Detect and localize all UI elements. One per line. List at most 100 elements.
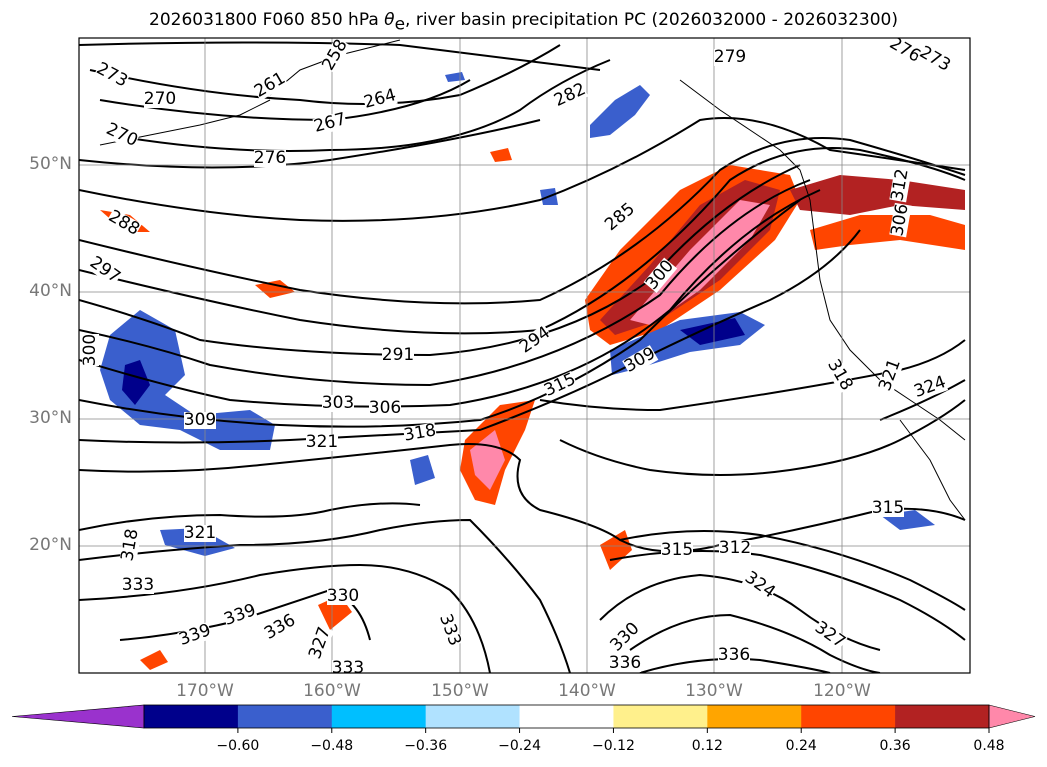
contour-label-bg xyxy=(889,202,912,238)
contour-label-bg xyxy=(886,38,923,66)
colorbar xyxy=(11,704,1036,733)
contour-label-bg xyxy=(824,357,855,394)
title-theta-sub: e xyxy=(394,14,406,35)
contour-label-bg xyxy=(93,60,130,91)
contour-label-bg xyxy=(184,525,216,542)
colorbar-segment xyxy=(707,705,802,728)
contour-label-bg xyxy=(609,655,641,672)
contour-label-bg xyxy=(306,434,338,451)
contour-label-bg xyxy=(332,660,364,673)
contour-label-bg xyxy=(622,345,659,376)
contour-label: 291 xyxy=(382,345,414,365)
map-frame xyxy=(78,37,971,674)
contour-label-bg xyxy=(552,80,589,110)
colorbar-tick-label: −0.12 xyxy=(591,738,635,754)
contour-label-bg xyxy=(402,422,438,445)
contour-label: 270 xyxy=(144,89,176,109)
map-background xyxy=(79,38,970,673)
contour-label-bg xyxy=(307,625,334,662)
colorbar-tick-label: 0.12 xyxy=(691,738,723,754)
title-theta: θ xyxy=(384,10,395,30)
lat-label-20n: 20°N xyxy=(29,535,72,555)
contour-label: 333 xyxy=(122,575,154,595)
colorbar-tick-label: −0.36 xyxy=(404,738,448,754)
precip-neg-north xyxy=(590,85,650,138)
precip-spot-6 xyxy=(140,650,168,670)
precip-neg-mid xyxy=(410,455,435,485)
contour-label-bg xyxy=(714,49,746,66)
contour-label: 336 xyxy=(718,645,750,665)
contour-label-bg xyxy=(222,602,259,629)
contour-label: 333 xyxy=(332,658,364,678)
contour-label-bg xyxy=(602,200,639,235)
precip-spot-1 xyxy=(255,280,295,298)
plot-title: 2026031800 F060 850 hPa θe, river basin … xyxy=(0,10,1047,34)
contour-label-bg xyxy=(718,647,750,664)
precip-neg-east-dark xyxy=(680,318,745,345)
contour-label-bg xyxy=(105,208,142,239)
colorbar-tick-label: 0.48 xyxy=(973,738,1005,754)
contour-label-bg xyxy=(382,347,414,364)
contour-label: 300 xyxy=(80,334,100,366)
colorbar-extend-high xyxy=(988,704,1036,729)
contour-label-bg xyxy=(889,167,912,203)
contour-label-bg xyxy=(252,70,289,101)
theta-e-contours xyxy=(79,41,966,673)
colorbar-segment xyxy=(331,705,427,728)
contour-label: 330 xyxy=(327,586,359,606)
colorbar-tick-label: −0.24 xyxy=(498,738,541,754)
colorbar-segment xyxy=(519,705,614,728)
contour-label-bg xyxy=(144,91,176,108)
lon-label-140w: 140°W xyxy=(558,681,616,701)
contour-label-bg xyxy=(327,588,359,605)
contour-label-bg xyxy=(811,619,848,652)
contour-label-bg xyxy=(82,334,99,366)
contour-label: 315 xyxy=(872,498,904,518)
contour-label-bg xyxy=(122,577,154,594)
colorbar-segment xyxy=(144,705,239,728)
title-suffix: , river basin precipitation PC (20260320… xyxy=(405,10,898,30)
colorbar-extend-low xyxy=(11,704,145,729)
contour-label: 321 xyxy=(184,523,216,543)
contour-label: 312 xyxy=(719,538,751,558)
lon-label-130w: 130°W xyxy=(685,681,743,701)
lon-label-150w: 150°W xyxy=(431,681,489,701)
contour-label: 276 xyxy=(254,148,286,168)
contour-label-bg xyxy=(119,527,142,563)
colorbar-frame xyxy=(143,704,990,729)
coast-northwest xyxy=(679,79,966,441)
contour-label-bg xyxy=(177,622,214,649)
lon-label-120w: 120°W xyxy=(813,681,871,701)
colorbar-segment xyxy=(613,705,708,728)
lon-label-170w: 170°W xyxy=(176,681,234,701)
precip-spot-3 xyxy=(490,148,512,162)
colorbar-tick-label: 0.24 xyxy=(785,738,817,754)
lat-label-30n: 30°N xyxy=(29,408,72,428)
graticule xyxy=(79,38,970,673)
colorbar-segment xyxy=(895,705,990,728)
contour-label: 336 xyxy=(609,653,641,673)
colorbar-segment xyxy=(801,705,896,728)
colorbar-tick-label: −0.48 xyxy=(310,738,354,754)
contour-label-bg xyxy=(643,257,678,294)
colorbar-segment xyxy=(237,705,333,728)
precip-ar-pink xyxy=(630,200,770,325)
contour-label-bg xyxy=(719,540,751,557)
contour-label-bg xyxy=(877,357,904,394)
coastlines xyxy=(99,39,966,521)
precip-coast-red xyxy=(790,175,965,215)
contour-label-bg xyxy=(542,370,579,400)
coast-southeast xyxy=(899,419,966,521)
contour-label: 309 xyxy=(184,410,216,430)
contour-label-bg xyxy=(86,254,123,287)
contour-label-bg xyxy=(517,324,554,357)
contour-label: 321 xyxy=(306,432,338,452)
colorbar-segment xyxy=(425,705,521,728)
contour-label-bg xyxy=(312,111,348,136)
contour-label-bg xyxy=(661,542,693,559)
contour-label-bg xyxy=(103,120,140,150)
contour-label-bg xyxy=(262,612,299,643)
lat-label-50n: 50°N xyxy=(29,154,72,174)
contour-label-bg xyxy=(320,38,351,74)
